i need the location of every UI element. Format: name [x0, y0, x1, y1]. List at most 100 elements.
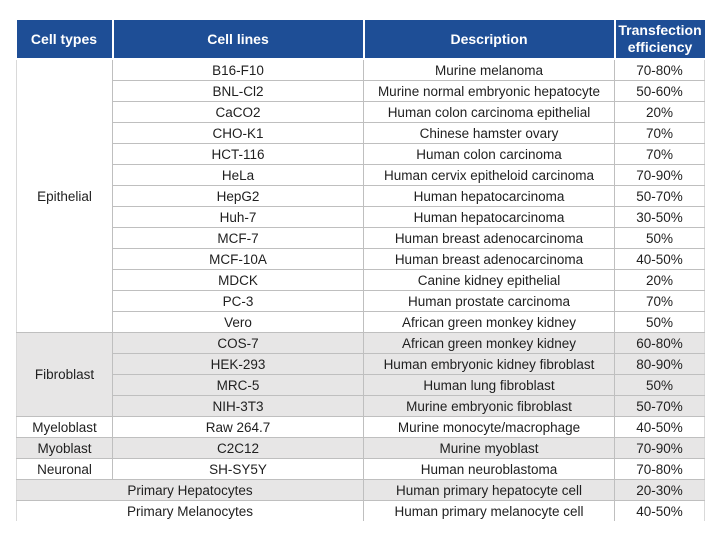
description-cell: Chinese hamster ovary	[363, 122, 615, 144]
efficiency-cell: 20%	[614, 269, 705, 291]
table-row: PC-3 Human prostate carcinoma 70%	[17, 290, 705, 312]
description-cell: Human breast adenocarcinoma	[363, 227, 615, 249]
description-cell: Human cervix epitheloid carcinoma	[363, 164, 615, 186]
efficiency-cell: 70%	[614, 143, 705, 165]
efficiency-cell: 40-50%	[614, 416, 705, 438]
efficiency-cell: 40-50%	[614, 500, 705, 521]
cell-type-cell: Myoblast	[16, 437, 113, 459]
description-cell: Human hepatocarcinoma	[363, 185, 615, 207]
table-body: Epithelial B16-F10 Murine melanoma 70-80% BN…	[16, 58, 705, 521]
table-row: HCT-116 Human colon carcinoma 70%	[17, 143, 705, 165]
efficiency-cell: 40-50%	[614, 248, 705, 270]
cell-line-cell: HepG2	[112, 185, 364, 207]
table-row: CaCO2 Human colon carcinoma epithelial 20%	[17, 101, 705, 123]
table-row: Epithelial B16-F10 Murine melanoma 70-80%	[16, 58, 705, 333]
efficiency-cell: 50-70%	[614, 185, 705, 207]
cell-line-cell: MCF-7	[112, 227, 364, 249]
efficiency-cell: 50-70%	[614, 395, 705, 417]
efficiency-cell: 70%	[614, 290, 705, 312]
description-cell: Human breast adenocarcinoma	[363, 248, 615, 270]
description-cell: Canine kidney epithelial	[363, 269, 615, 291]
description-cell: Human colon carcinoma epithelial	[363, 101, 615, 123]
cell-type-cell: Myeloblast	[16, 416, 113, 438]
transfection-efficiency-table: Cell types Cell lines Description Transf…	[16, 20, 705, 521]
table-row: HepG2 Human hepatocarcinoma 50-70%	[17, 185, 705, 207]
table-row: HeLa Human cervix epitheloid carcinoma 70-…	[17, 164, 705, 186]
efficiency-cell: 20-30%	[614, 479, 705, 501]
efficiency-cell: 30-50%	[614, 206, 705, 228]
table-row: Neuronal SH-SY5Y Human neuroblastoma 70-80%	[16, 458, 705, 480]
cell-line-cell: Huh-7	[112, 206, 364, 228]
efficiency-cell: 70-90%	[614, 164, 705, 186]
description-cell: African green monkey kidney	[363, 332, 615, 354]
efficiency-cell: 80-90%	[614, 353, 705, 375]
column-header-cell-types: Cell types	[16, 20, 113, 60]
cell-line-cell: C2C12	[112, 437, 364, 459]
cell-line-cell: Raw 264.7	[112, 416, 364, 438]
cell-line-cell: HCT-116	[112, 143, 364, 165]
cell-type-cell: Epithelial	[16, 58, 113, 333]
cell-line-cell: SH-SY5Y	[112, 458, 364, 480]
table-row: BNL-Cl2 Murine normal embryonic hepatocyt…	[17, 80, 705, 102]
cell-line-cell: PC-3	[112, 290, 364, 312]
description-cell: Human primary hepatocyte cell	[363, 479, 615, 501]
table-row: MRC-5 Human lung fibroblast 50%	[17, 374, 705, 396]
description-cell: Human prostate carcinoma	[363, 290, 615, 312]
description-cell: Murine melanoma	[363, 58, 615, 81]
cell-line-cell: CHO-K1	[112, 122, 364, 144]
description-cell: Human colon carcinoma	[363, 143, 615, 165]
description-cell: Human hepatocarcinoma	[363, 206, 615, 228]
efficiency-cell: 50-60%	[614, 80, 705, 102]
cell-line-cell: B16-F10	[112, 58, 364, 81]
efficiency-cell: 70-80%	[614, 458, 705, 480]
efficiency-cell: 70-80%	[614, 58, 705, 81]
table-row: Vero African green monkey kidney 50%	[17, 311, 705, 333]
cell-line-cell: HEK-293	[112, 353, 364, 375]
table-row: CHO-K1 Chinese hamster ovary 70%	[17, 122, 705, 144]
description-cell: Murine normal embryonic hepatocyte	[363, 80, 615, 102]
efficiency-cell: 70-90%	[614, 437, 705, 459]
column-header-transfection-efficiency: Transfection efficiency	[613, 20, 705, 60]
cell-line-cell: Vero	[112, 311, 364, 333]
cell-line-cell: COS-7	[112, 332, 364, 354]
cell-line-cell: NIH-3T3	[112, 395, 364, 417]
cell-line-cell: HeLa	[112, 164, 364, 186]
table-row: Primary Hepatocytes Human primary hepatoc…	[16, 479, 705, 501]
efficiency-cell: 70%	[614, 122, 705, 144]
header-row: Cell types Cell lines Description Transf…	[16, 20, 705, 60]
table-row: Huh-7 Human hepatocarcinoma 30-50%	[17, 206, 705, 228]
table-row: MCF-10A Human breast adenocarcinoma 40-50%	[17, 248, 705, 270]
description-cell: Human embryonic kidney fibroblast	[363, 353, 615, 375]
table-row: Primary Melanocytes Human primary melanoc…	[16, 500, 705, 521]
efficiency-cell: 50%	[614, 227, 705, 249]
table-row: MDCK Canine kidney epithelial 20%	[17, 269, 705, 291]
table-row: Myoblast C2C12 Murine myoblast 70-90%	[16, 437, 705, 459]
efficiency-cell: 50%	[614, 311, 705, 333]
description-cell: Human neuroblastoma	[363, 458, 615, 480]
table-row: HEK-293 Human embryonic kidney fibroblast…	[17, 353, 705, 375]
table-row: Fibroblast COS-7 African green monkey kidn…	[16, 332, 705, 417]
table-row: MCF-7 Human breast adenocarcinoma 50%	[17, 227, 705, 249]
efficiency-cell: 50%	[614, 374, 705, 396]
cell-line-cell: CaCO2	[112, 101, 364, 123]
efficiency-cell: 20%	[614, 101, 705, 123]
table-row: Myeloblast Raw 264.7 Murine monocyte/macro…	[16, 416, 705, 438]
table-row: NIH-3T3 Murine embryonic fibroblast 50-70%	[17, 395, 705, 417]
description-cell: African green monkey kidney	[363, 311, 615, 333]
primary-cell-label: Primary Hepatocytes	[16, 479, 364, 501]
column-header-description: Description	[362, 20, 615, 60]
description-cell: Murine embryonic fibroblast	[363, 395, 615, 417]
table-header: Cell types Cell lines Description Transf…	[16, 20, 705, 60]
cell-line-cell: MDCK	[112, 269, 364, 291]
cell-line-cell: MRC-5	[112, 374, 364, 396]
description-cell: Human primary melanocyte cell	[363, 500, 615, 521]
description-cell: Murine monocyte/macrophage	[363, 416, 615, 438]
column-header-cell-lines: Cell lines	[111, 20, 364, 60]
description-cell: Murine myoblast	[363, 437, 615, 459]
cell-type-cell: Fibroblast	[16, 332, 113, 417]
efficiency-cell: 60-80%	[614, 332, 705, 354]
cell-line-cell: MCF-10A	[112, 248, 364, 270]
cell-type-cell: Neuronal	[16, 458, 113, 480]
primary-cell-label: Primary Melanocytes	[16, 500, 364, 521]
